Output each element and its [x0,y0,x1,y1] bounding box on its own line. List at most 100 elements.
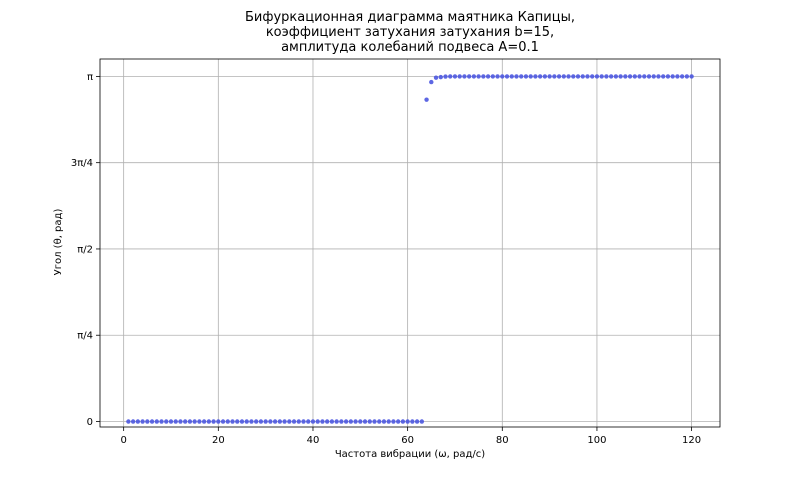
data-point [438,74,443,80]
data-point [405,419,410,424]
data-point [126,419,131,424]
data-point [637,74,642,79]
data-point [211,419,216,424]
data-point [206,419,212,424]
data-point [656,74,661,79]
data-point [533,74,538,79]
data-point [613,74,619,79]
data-point [594,74,600,79]
grid-lines [100,59,720,427]
data-point [632,74,638,79]
data-point [448,74,453,79]
x-tick-label: 100 [587,435,606,446]
x-tick-label: 0 [120,435,126,446]
chart-title: Бифуркационная диаграмма маятника Капицы… [245,10,575,55]
data-point [201,419,207,424]
data-point [310,419,316,424]
data-point [182,419,188,424]
data-point [235,419,240,424]
data-point [343,419,349,424]
data-point [362,419,368,424]
data-point [542,74,548,79]
data-point [561,74,567,79]
data-point [462,74,467,79]
data-point [164,419,169,424]
data-point [358,419,363,424]
data-point [386,419,391,424]
data-point [429,79,434,85]
data-point [145,419,150,424]
data-point [618,74,623,79]
y-axis-label: Угол (θ, рад) [53,209,64,276]
data-point [339,419,344,424]
data-point [187,419,193,424]
data-point [571,74,576,79]
data-point [642,74,647,79]
data-point [400,419,406,424]
data-point [220,419,226,424]
data-point [670,74,675,79]
data-point [320,419,325,424]
data-point [282,419,287,424]
data-point [225,419,230,424]
data-point [675,74,680,79]
data-point [291,419,297,424]
data-point [590,74,595,79]
data-point [353,419,358,424]
x-tick-label: 40 [307,435,320,446]
data-point [149,419,155,424]
data-point [249,419,254,424]
data-point [651,74,656,79]
data-point [334,419,339,424]
data-point [471,74,477,79]
data-point [556,74,562,79]
data-point [424,97,429,102]
data-point [566,74,571,79]
y-axis-ticks: 0 π/4 π/2 3π/4 π [71,72,100,428]
data-point [272,419,278,424]
data-point [306,419,311,424]
y-tick-label: π/2 [77,244,93,255]
data-point [154,419,159,424]
y-tick-label: 3π/4 [71,158,93,169]
data-point [575,74,581,79]
data-point [580,74,585,79]
data-point [178,419,183,424]
data-point [466,74,472,79]
data-point [457,74,462,79]
data-point [604,74,609,79]
data-point [377,419,382,424]
data-point [348,419,354,424]
data-point [514,74,519,79]
y-tick-label: π/4 [77,331,93,342]
data-point [329,419,335,424]
data-point [315,419,320,424]
data-point [623,74,628,79]
data-point [253,419,259,424]
data-point [230,419,235,424]
x-tick-label: 60 [401,435,414,446]
data-point [287,419,292,424]
data-point [419,419,425,424]
data-point [140,419,145,424]
data-point [395,419,401,424]
chart-title-line-3: амплитуда колебаний подвеса A=0.1 [281,40,539,55]
data-point [268,419,273,424]
data-point [324,419,330,424]
data-point [239,419,245,424]
data-point [130,419,136,424]
data-point [443,74,448,79]
data-point [661,74,666,79]
data-point [599,74,604,79]
data-point [547,74,552,79]
data-point [689,74,694,79]
data-point [552,74,557,79]
data-point [296,419,301,424]
data-point [665,74,671,79]
data-point [627,74,633,79]
data-point [159,419,164,424]
data-point [476,74,481,79]
data-point [528,74,533,79]
data-point [433,75,439,80]
